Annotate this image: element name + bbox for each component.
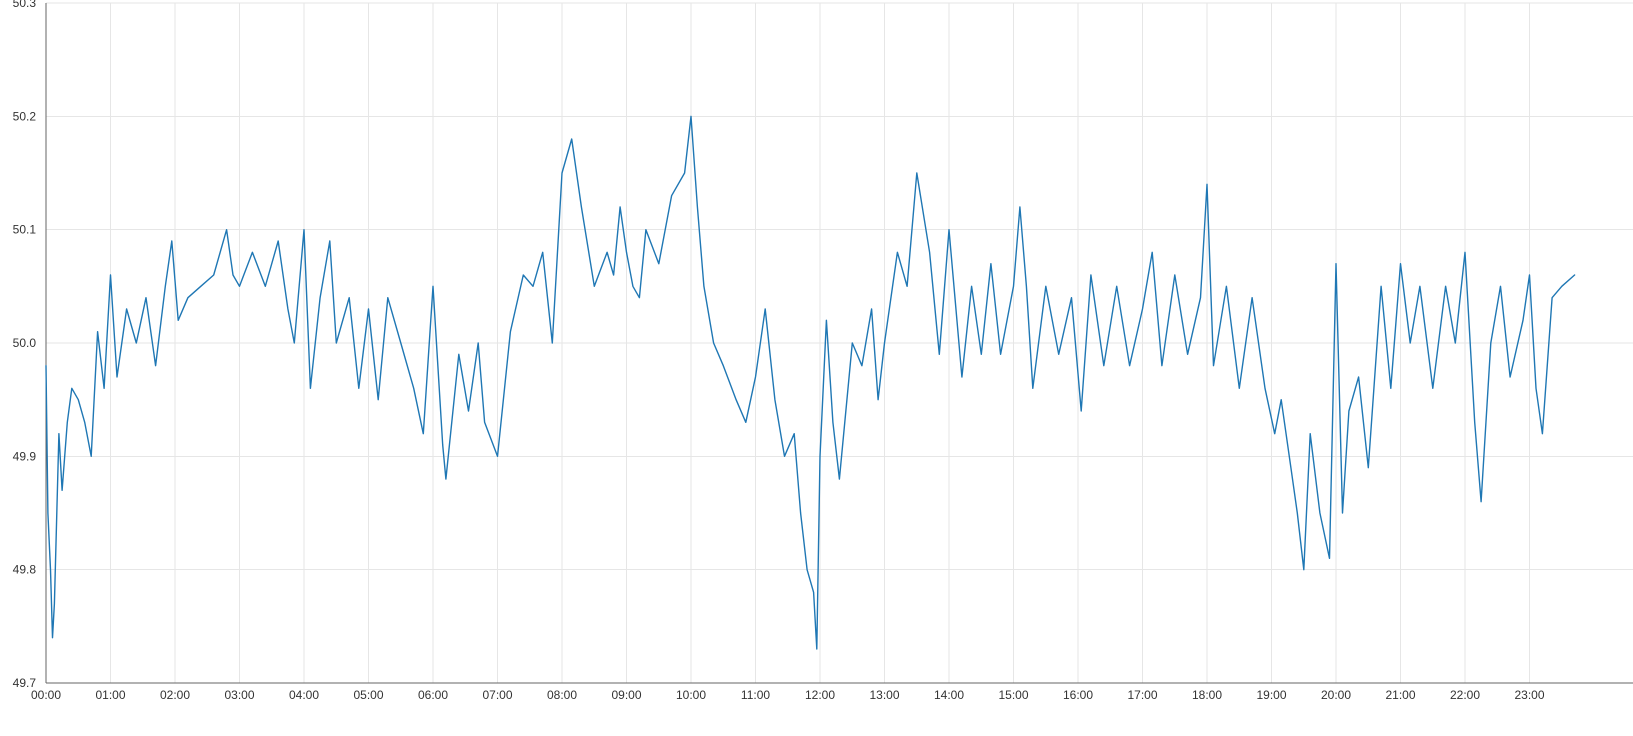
x-tick-label: 07:00 bbox=[482, 688, 512, 702]
x-tick-label: 16:00 bbox=[1063, 688, 1093, 702]
y-tick-label: 50.2 bbox=[13, 109, 37, 123]
y-tick-label: 49.9 bbox=[13, 449, 37, 463]
x-tick-label: 08:00 bbox=[547, 688, 577, 702]
series-layer bbox=[45, 115, 1576, 650]
x-tick-label: 01:00 bbox=[95, 688, 125, 702]
y-tick-label: 49.7 bbox=[13, 676, 37, 690]
x-tick-label: 09:00 bbox=[611, 688, 641, 702]
x-tick-label: 02:00 bbox=[160, 688, 190, 702]
x-tick-label: 13:00 bbox=[869, 688, 899, 702]
axis-layer bbox=[45, 3, 1633, 684]
y-tick-label: 50.3 bbox=[13, 0, 37, 10]
series-line bbox=[45, 115, 1576, 650]
grid-layer bbox=[46, 2, 1633, 684]
x-tick-label: 19:00 bbox=[1256, 688, 1286, 702]
y-tick-label: 50.0 bbox=[13, 336, 37, 350]
x-tick-label: 04:00 bbox=[289, 688, 319, 702]
x-tick-label: 12:00 bbox=[805, 688, 835, 702]
x-tick-label: 20:00 bbox=[1321, 688, 1351, 702]
y-tick-label: 49.8 bbox=[13, 563, 37, 577]
x-tick-label: 05:00 bbox=[353, 688, 383, 702]
x-tick-label: 03:00 bbox=[224, 688, 254, 702]
x-tick-label: 15:00 bbox=[998, 688, 1028, 702]
x-tick-label: 11:00 bbox=[741, 688, 770, 702]
x-tick-label: 00:00 bbox=[31, 688, 61, 702]
x-tick-label: 06:00 bbox=[418, 688, 448, 702]
x-tick-label: 10:00 bbox=[676, 688, 706, 702]
x-tick-label: 23:00 bbox=[1514, 688, 1544, 702]
y-tick-label: 50.1 bbox=[13, 223, 37, 237]
x-tick-label: 22:00 bbox=[1450, 688, 1480, 702]
x-tick-label: 18:00 bbox=[1192, 688, 1222, 702]
x-tick-label: 21:00 bbox=[1385, 688, 1415, 702]
x-tick-label: 14:00 bbox=[934, 688, 964, 702]
x-tick-label: 17:00 bbox=[1127, 688, 1157, 702]
tick-label-layer: 49.7 49.8 49.9 50.0 50.1 50.2 50.3 00:00 01:00 02… bbox=[13, 0, 1545, 702]
